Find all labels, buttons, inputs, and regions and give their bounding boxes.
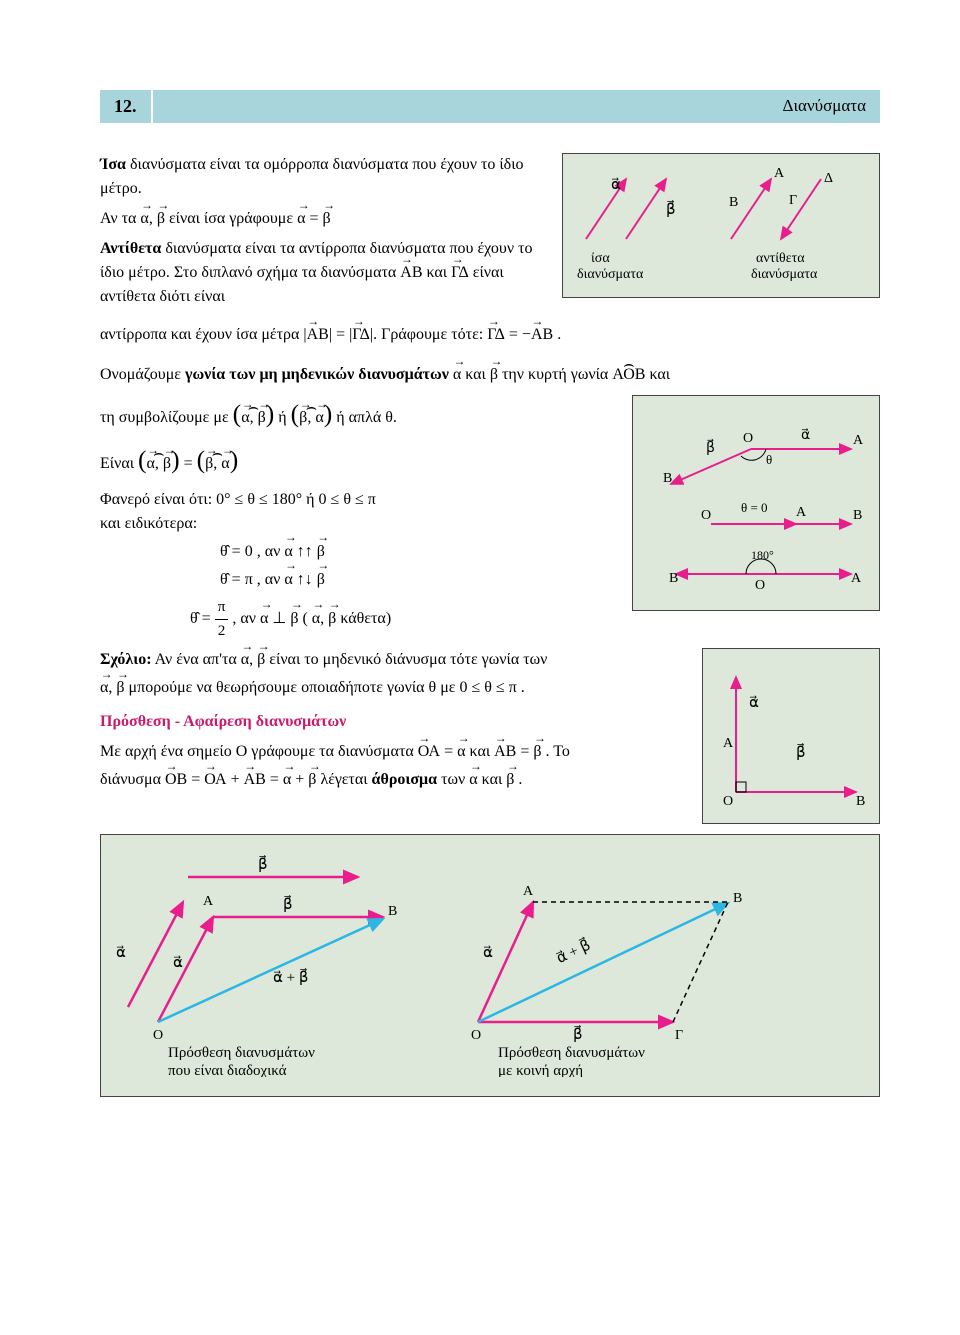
svg-text:Α: Α xyxy=(851,571,862,586)
svg-text:180°: 180° xyxy=(751,548,774,562)
svg-text:Πρόσθεση διανυσμάτων: Πρόσθεση διανυσμάτων xyxy=(498,1045,645,1061)
svg-text:Β: Β xyxy=(669,571,678,586)
svg-text:Α: Α xyxy=(853,433,864,448)
svg-text:διανύσματα: διανύσματα xyxy=(751,267,818,282)
term-equal: Ίσα xyxy=(100,156,126,173)
header-bar: 12. Διανύσματα xyxy=(100,90,880,123)
svg-text:Α: Α xyxy=(203,894,214,909)
svg-text:Β: Β xyxy=(663,471,672,486)
svg-text:Ο: Ο xyxy=(701,508,711,523)
svg-text:με κοινή αρχή: με κοινή αρχή xyxy=(498,1063,583,1077)
section-addition-title: Πρόσθεση - Αφαίρεση διανυσμάτων xyxy=(100,710,690,734)
svg-text:διανύσματα: διανύσματα xyxy=(577,267,644,282)
figure-perpendicular: Ο Α Β α⃗ β⃗ xyxy=(702,648,880,824)
svg-text:α⃗: α⃗ xyxy=(611,177,621,193)
diagram-svg-1: α⃗ β⃗ Β Α Γ Δ ίσα διανύσματα αντίθετα δι… xyxy=(571,164,871,284)
svg-text:Δ: Δ xyxy=(824,171,833,186)
svg-text:α⃗: α⃗ xyxy=(116,945,126,961)
svg-text:α⃗: α⃗ xyxy=(801,428,810,443)
chapter-title: Διανύσματα xyxy=(153,90,881,123)
svg-text:Πρόσθεση διανυσμάτων: Πρόσθεση διανυσμάτων xyxy=(168,1045,315,1061)
svg-text:β⃗: β⃗ xyxy=(573,1025,583,1044)
svg-text:α⃗ + β⃗: α⃗ + β⃗ xyxy=(273,968,308,987)
svg-text:Β: Β xyxy=(856,794,865,807)
svg-text:Ο: Ο xyxy=(755,578,765,593)
text-block-2: τη συμβολίζουμε με (α, β) ή (β, α) ή απλ… xyxy=(100,395,620,642)
diagram-svg-4: α⃗ β⃗ α⃗ β⃗ Α Β Ο α⃗ + β⃗ Πρόσθεση διανυ… xyxy=(113,847,833,1077)
svg-text:Β: Β xyxy=(733,891,742,906)
svg-text:Γ: Γ xyxy=(675,1028,683,1043)
svg-text:Ο: Ο xyxy=(471,1028,481,1043)
svg-text:α⃗ + β⃗: α⃗ + β⃗ xyxy=(553,935,593,967)
svg-text:Ο: Ο xyxy=(723,794,733,807)
svg-text:Ο: Ο xyxy=(153,1028,163,1043)
diagram-svg-3: Ο Α Β α⃗ β⃗ xyxy=(711,657,871,807)
text-magnitudes: αντίρροπα και έχουν ίσα μέτρα |ΑΒ| = |ΓΔ… xyxy=(100,323,880,347)
svg-text:α⃗: α⃗ xyxy=(749,695,759,711)
svg-text:Β: Β xyxy=(853,508,862,523)
svg-text:Α: Α xyxy=(796,505,807,520)
svg-text:Α: Α xyxy=(774,166,785,181)
diagram-svg-2: Ο Α Β α⃗ β⃗ θ Ο Α Β θ = 0 xyxy=(641,404,871,594)
svg-text:Ο: Ο xyxy=(743,431,753,446)
term-opposite: Αντίθετα xyxy=(100,240,161,257)
text-block-1: Ίσα διανύσματα είναι τα ομόρροπα διανύσμ… xyxy=(100,153,550,309)
svg-text:αντίθετα: αντίθετα xyxy=(756,251,805,266)
svg-text:α⃗: α⃗ xyxy=(173,955,183,971)
svg-text:θ: θ xyxy=(766,452,772,467)
svg-text:Β: Β xyxy=(388,904,397,919)
svg-text:Α: Α xyxy=(723,736,734,751)
page-number: 12. xyxy=(100,90,153,123)
svg-text:ίσα: ίσα xyxy=(591,251,610,266)
svg-text:που είναι διαδοχικά: που είναι διαδοχικά xyxy=(168,1063,287,1077)
svg-text:β⃗: β⃗ xyxy=(283,895,293,914)
svg-text:α⃗: α⃗ xyxy=(483,945,493,961)
svg-text:Γ: Γ xyxy=(789,193,797,208)
figure-equal-opposite-vectors: α⃗ β⃗ Β Α Γ Δ ίσα διανύσματα αντίθετα δι… xyxy=(562,153,880,298)
svg-text:Β: Β xyxy=(729,195,738,210)
text-sxolio: Σχόλιο: Αν ένα απ'τα α, β είναι το μηδεν… xyxy=(100,648,690,808)
svg-text:β⃗: β⃗ xyxy=(796,743,806,762)
svg-text:β⃗: β⃗ xyxy=(706,438,715,456)
svg-text:β⃗: β⃗ xyxy=(666,199,676,218)
text-angle-def: Ονομάζουμε γωνία των μη μηδενικών διανυσ… xyxy=(100,363,880,387)
svg-text:Α: Α xyxy=(523,884,534,899)
figure-angle-cases: Ο Α Β α⃗ β⃗ θ Ο Α Β θ = 0 xyxy=(632,395,880,611)
svg-text:β⃗: β⃗ xyxy=(258,855,268,874)
svg-text:θ = 0: θ = 0 xyxy=(741,500,768,515)
figure-addition-methods: α⃗ β⃗ α⃗ β⃗ Α Β Ο α⃗ + β⃗ Πρόσθεση διανυ… xyxy=(100,834,880,1097)
